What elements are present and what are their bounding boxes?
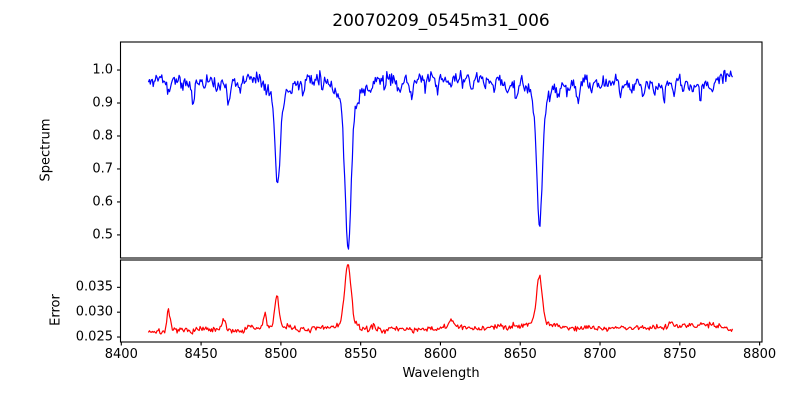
error-line [147, 264, 734, 335]
plot-title: 20070209_0545m31_006 [332, 11, 550, 31]
spectrum-axes-spines [119, 41, 763, 259]
error-axes-spines [119, 259, 763, 343]
x-axis-ticks [120, 342, 761, 346]
spectrum-y-axis-label: Spectrum [38, 118, 54, 182]
spectrum-line [147, 69, 734, 250]
error-y-ticks [117, 286, 121, 338]
x-axis-label: Wavelength [402, 366, 480, 381]
spectrum-y-ticks [117, 69, 121, 236]
error-y-axis-label: Error [48, 294, 64, 326]
